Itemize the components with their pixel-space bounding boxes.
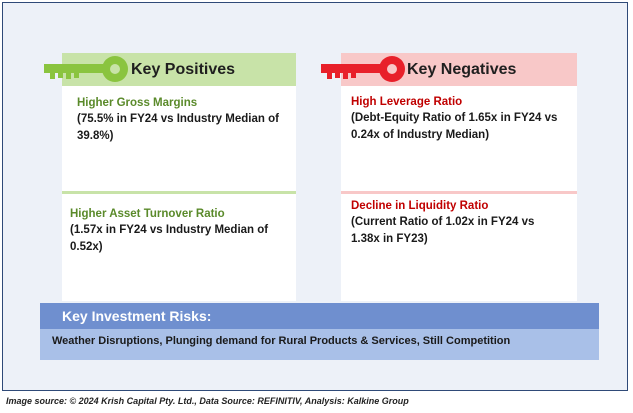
risks-header: Key Investment Risks: bbox=[40, 303, 599, 329]
risks-body-text: Weather Disruptions, Plunging demand for… bbox=[52, 335, 511, 347]
positives-card bbox=[62, 53, 296, 301]
negative-item-body-line: 1.38x in FY23) bbox=[351, 233, 428, 245]
positives-divider bbox=[62, 191, 296, 194]
negative-item-body: (Debt-Equity Ratio of 1.65x in FY24 vs 0… bbox=[351, 110, 557, 144]
risks-body: Weather Disruptions, Plunging demand for… bbox=[40, 329, 599, 360]
positive-item-body-line: 0.52x) bbox=[70, 241, 103, 253]
positive-item-body: (1.57x in FY24 vs Industry Median of 0.5… bbox=[70, 222, 268, 256]
positive-item-title: Higher Gross Margins bbox=[77, 97, 198, 109]
red-key-icon bbox=[321, 56, 405, 82]
image-source-footer: Image source: © 2024 Krish Capital Pty. … bbox=[6, 396, 409, 406]
negative-item-body-line: (Debt-Equity Ratio of 1.65x in FY24 vs bbox=[351, 112, 558, 124]
negatives-header-text: Key Negatives bbox=[407, 61, 517, 78]
negative-item-body-line: (Current Ratio of 1.02x in FY24 vs bbox=[351, 216, 535, 228]
positive-item-title: Higher Asset Turnover Ratio bbox=[70, 208, 225, 220]
negative-item-title: Decline in Liquidity Ratio bbox=[351, 200, 489, 212]
negatives-card bbox=[341, 53, 577, 301]
negative-item-title: High Leverage Ratio bbox=[351, 96, 463, 108]
green-key-icon bbox=[44, 56, 128, 82]
positive-item-body-line: 39.8%) bbox=[77, 130, 114, 142]
negative-item-body-line: 0.24x of Industry Median) bbox=[351, 129, 490, 141]
negatives-divider bbox=[341, 191, 577, 194]
negative-item-body: (Current Ratio of 1.02x in FY24 vs 1.38x… bbox=[351, 214, 534, 248]
positive-item-body: (75.5% in FY24 vs Industry Median of 39.… bbox=[77, 111, 279, 145]
positive-item-body-line: (1.57x in FY24 vs Industry Median of bbox=[70, 224, 269, 236]
positives-header-text: Key Positives bbox=[131, 61, 236, 78]
positive-item-body-line: (75.5% in FY24 vs Industry Median of bbox=[77, 113, 279, 125]
risks-header-text: Key Investment Risks: bbox=[62, 308, 212, 324]
